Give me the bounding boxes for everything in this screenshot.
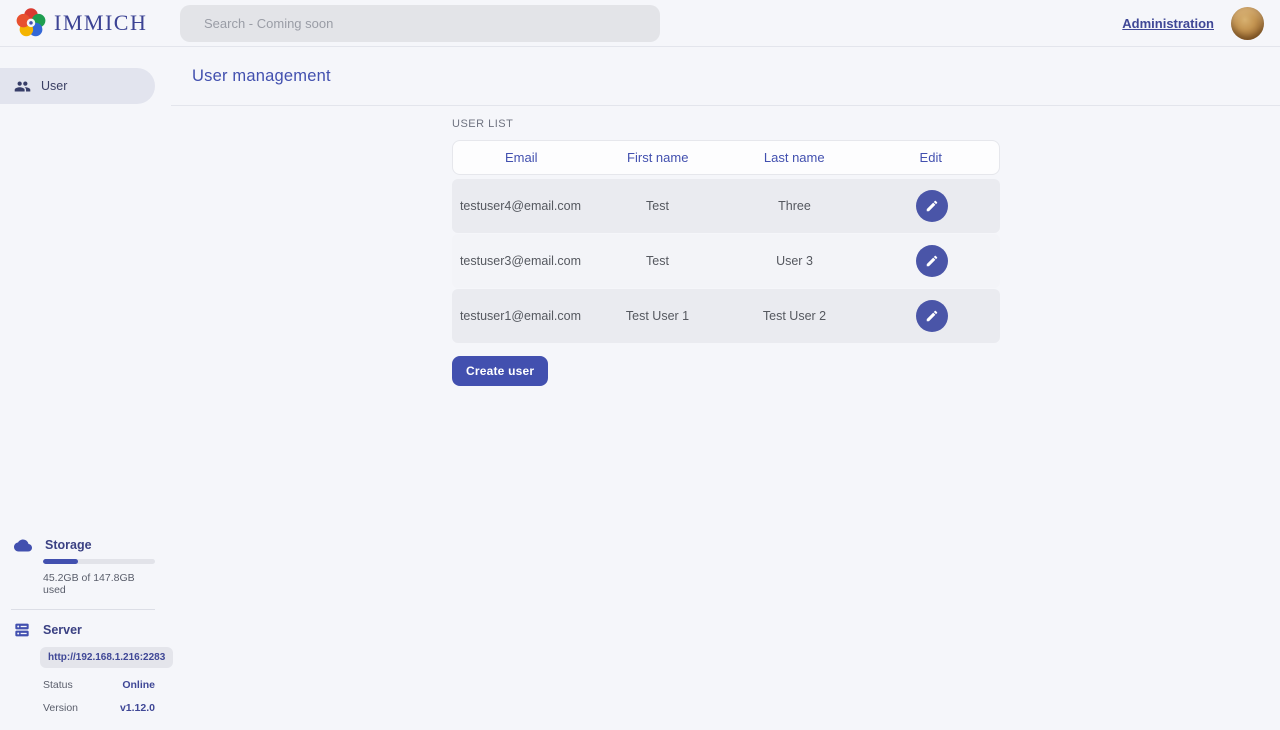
sidebar-status-panels: Storage 45.2GB of 147.8GB used bbox=[0, 538, 174, 730]
create-user-button[interactable]: Create user bbox=[452, 356, 549, 386]
users-icon bbox=[14, 78, 31, 95]
server-status-row: Status Online bbox=[43, 679, 155, 691]
page-title: User management bbox=[192, 66, 331, 85]
cloud-icon bbox=[14, 539, 32, 552]
user-avatar[interactable] bbox=[1231, 6, 1264, 40]
logo-wordmark: IMMICH bbox=[54, 10, 148, 35]
table-row: testuser4@email.com Test Three bbox=[452, 179, 1000, 233]
column-header-first-name: First name bbox=[627, 150, 689, 165]
edit-user-button[interactable] bbox=[915, 190, 948, 222]
storage-title: Storage bbox=[45, 538, 92, 552]
table-row: testuser3@email.com Test User 3 bbox=[452, 234, 1000, 288]
immich-logo: IMMICH bbox=[16, 8, 180, 38]
storage-progress-fill bbox=[43, 559, 78, 564]
table-row: testuser1@email.com Test User 1 Test Use… bbox=[452, 289, 1000, 343]
cell-email: testuser1@email.com bbox=[459, 309, 582, 323]
column-header-edit: Edit bbox=[919, 150, 942, 165]
pencil-icon bbox=[925, 309, 939, 323]
search-input[interactable] bbox=[180, 4, 660, 42]
column-header-email: Email bbox=[504, 150, 538, 165]
page-header: User management bbox=[171, 47, 1280, 106]
immich-flower-icon bbox=[16, 8, 46, 38]
storage-panel: Storage 45.2GB of 147.8GB used bbox=[0, 538, 155, 596]
cell-first-name: Test bbox=[646, 254, 669, 268]
server-title: Server bbox=[43, 623, 82, 637]
pencil-icon bbox=[925, 254, 939, 268]
user-table-body: testuser4@email.com Test Three testuser3… bbox=[452, 179, 1000, 343]
server-version-row: Version v1.12.0 bbox=[43, 702, 155, 714]
user-list-label: USER LIST bbox=[452, 118, 514, 130]
version-value: v1.12.0 bbox=[119, 702, 155, 714]
edit-user-button[interactable] bbox=[915, 245, 948, 277]
sidebar-item-user-label: User bbox=[41, 79, 68, 93]
cell-email: testuser4@email.com bbox=[459, 199, 582, 213]
pencil-icon bbox=[925, 199, 939, 213]
top-navbar: IMMICH Administration bbox=[0, 0, 1280, 47]
main-content: User management USER LIST Email First na… bbox=[155, 47, 1280, 730]
column-header-last-name: Last name bbox=[763, 150, 825, 165]
server-panel: Server http://192.168.1.216:2283 Status … bbox=[0, 622, 174, 714]
version-label: Version bbox=[43, 702, 79, 714]
administration-link[interactable]: Administration bbox=[1122, 15, 1214, 31]
cell-first-name: Test User 1 bbox=[625, 309, 690, 323]
user-table-header: Email First name Last name Edit bbox=[452, 140, 1000, 175]
sidebar-item-user[interactable]: User bbox=[0, 68, 155, 104]
status-value: Online bbox=[122, 679, 155, 691]
status-label: Status bbox=[43, 679, 73, 691]
admin-sidebar: User Storage 45.2GB of 147.8GB used bbox=[0, 47, 174, 730]
server-icon bbox=[14, 622, 30, 638]
cell-email: testuser3@email.com bbox=[459, 254, 582, 268]
server-url-badge: http://192.168.1.216:2283 bbox=[40, 647, 174, 668]
sidebar-divider bbox=[11, 609, 155, 610]
cell-last-name: Three bbox=[778, 199, 811, 213]
cell-last-name: User 3 bbox=[776, 254, 813, 268]
cell-first-name: Test bbox=[646, 199, 669, 213]
edit-user-button[interactable] bbox=[915, 300, 948, 332]
storage-progress-bar bbox=[43, 559, 155, 564]
navbar-right: Administration bbox=[1122, 6, 1264, 40]
cell-last-name: Test User 2 bbox=[762, 309, 827, 323]
storage-usage-text: 45.2GB of 147.8GB used bbox=[43, 572, 135, 596]
